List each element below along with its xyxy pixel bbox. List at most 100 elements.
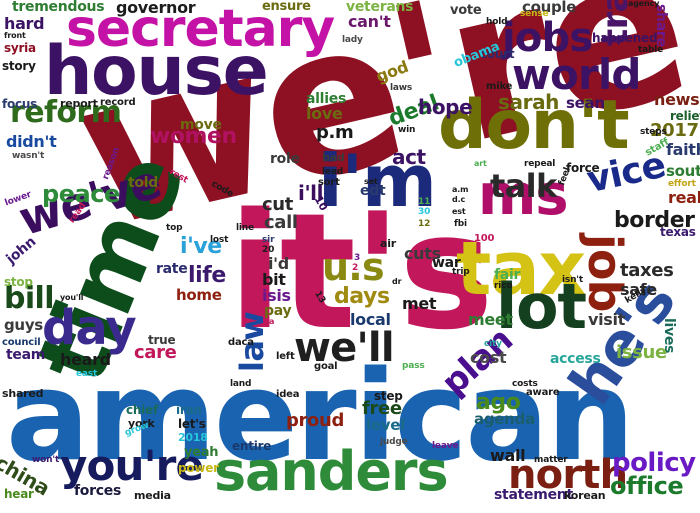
word-costs: costs — [512, 379, 538, 389]
word-2018: 2018 — [178, 431, 208, 444]
word-meet: meet — [468, 310, 513, 329]
word-east: east — [76, 369, 98, 379]
word-mike: mike — [486, 81, 513, 92]
word-trip: trip — [452, 267, 470, 277]
word-effort: effort — [668, 179, 696, 189]
word-wasnt: wasn't — [12, 151, 45, 161]
word-air: air — [380, 237, 396, 250]
word-steps: steps — [640, 127, 667, 137]
word-front: front — [4, 31, 26, 40]
word-sanders: sanders — [214, 440, 449, 503]
word-wall: wall — [490, 446, 526, 465]
word-lady: lady — [342, 35, 363, 45]
word-hear: hear — [4, 487, 34, 501]
word-table: table — [638, 45, 664, 55]
word-judge: judge — [380, 437, 408, 447]
word-vote: vote — [450, 3, 482, 18]
word-ive: i've — [180, 234, 222, 259]
word-cant: can't — [348, 12, 391, 31]
word-3: 3 — [354, 253, 361, 263]
word-power: power — [178, 461, 219, 475]
word-daca: daca — [228, 337, 254, 348]
word-ensure: ensure — [262, 0, 311, 14]
word-fair: fair — [494, 267, 521, 283]
word-issue: issue — [616, 342, 667, 363]
word-tax: tax — [456, 226, 586, 312]
word-happened: happened — [592, 31, 658, 45]
word-agency: agency — [628, 0, 660, 8]
word-am: a.m — [452, 185, 469, 194]
word-focus: focus — [2, 97, 38, 111]
word-100: 100 — [474, 233, 495, 244]
word-media: media — [134, 489, 171, 502]
word-american: american — [6, 345, 635, 489]
word-stop: stop — [4, 275, 33, 289]
word-heard: heard — [60, 350, 111, 369]
word-leave: leave — [432, 441, 459, 451]
word-pass: pass — [402, 361, 425, 371]
word-day: day — [42, 300, 137, 356]
word-sarah: sarah — [498, 90, 559, 114]
word-va: va — [264, 317, 275, 326]
word-dc: d.c — [452, 195, 466, 204]
word-force: force — [566, 161, 600, 175]
word-sort: sort — [318, 177, 340, 188]
word-move: move — [180, 117, 222, 133]
word-couple: couple — [522, 0, 577, 16]
word-office: office — [610, 472, 684, 500]
word-governor: governor — [116, 0, 196, 17]
word-bit: bit — [262, 270, 286, 289]
word-john: john — [3, 233, 40, 268]
word-texas: texas — [660, 225, 696, 239]
word-wont: won't — [32, 455, 60, 465]
word-matter: matter — [534, 455, 568, 465]
word-hope: hope — [418, 95, 473, 119]
word-council: council — [2, 337, 41, 348]
word-court: court — [480, 47, 515, 61]
word-art: art — [474, 159, 487, 168]
word-hard: hard — [4, 14, 45, 33]
word-cost: cost — [470, 348, 507, 367]
word-11: 11 — [418, 197, 431, 207]
word-lost: lost — [210, 235, 229, 245]
word-laws: laws — [390, 83, 413, 93]
word-dr: dr — [392, 277, 402, 286]
word-30: 30 — [418, 207, 431, 217]
word-12: 12 — [418, 219, 431, 229]
word-jobs: jobs — [502, 15, 593, 61]
word-pay: pay — [264, 303, 292, 319]
word-tremendous: tremendous — [12, 0, 105, 15]
word-im: i'm — [318, 139, 437, 223]
word-home: home — [176, 286, 222, 304]
word-ms: ms — [478, 163, 569, 228]
word-aware: aware — [526, 387, 560, 398]
word-agenda: agenda — [474, 410, 535, 428]
word-hold: hold — [486, 17, 508, 27]
word-story: story — [2, 59, 36, 73]
word-win: win — [398, 125, 416, 135]
word-isis: isis — [262, 286, 291, 305]
word-dont: don't — [438, 86, 630, 165]
word-rico: rico — [494, 281, 513, 291]
word-border: border — [614, 208, 695, 233]
word-proud: proud — [286, 410, 345, 431]
word-didnt: didn't — [6, 132, 57, 151]
word-team: team — [6, 347, 46, 363]
word-record: record — [100, 97, 136, 108]
word-call: call — [264, 212, 298, 233]
word-2017: 2017 — [650, 120, 699, 141]
word-yeah: yeah — [184, 445, 219, 460]
word-allies: allies — [306, 91, 346, 107]
word-love: love — [306, 104, 343, 123]
word-syria: syria — [4, 41, 36, 55]
word-lot: lot — [496, 270, 587, 343]
word-line: line — [236, 223, 254, 233]
word-relief: relief — [670, 109, 700, 123]
word-north: north — [508, 452, 628, 498]
word-peace: peace — [42, 180, 120, 208]
word-city: city — [484, 339, 502, 349]
word-real: real — [668, 188, 700, 207]
word-edt: edt — [360, 183, 386, 199]
word-visit: visit — [588, 310, 625, 329]
word-war: war — [432, 255, 461, 271]
